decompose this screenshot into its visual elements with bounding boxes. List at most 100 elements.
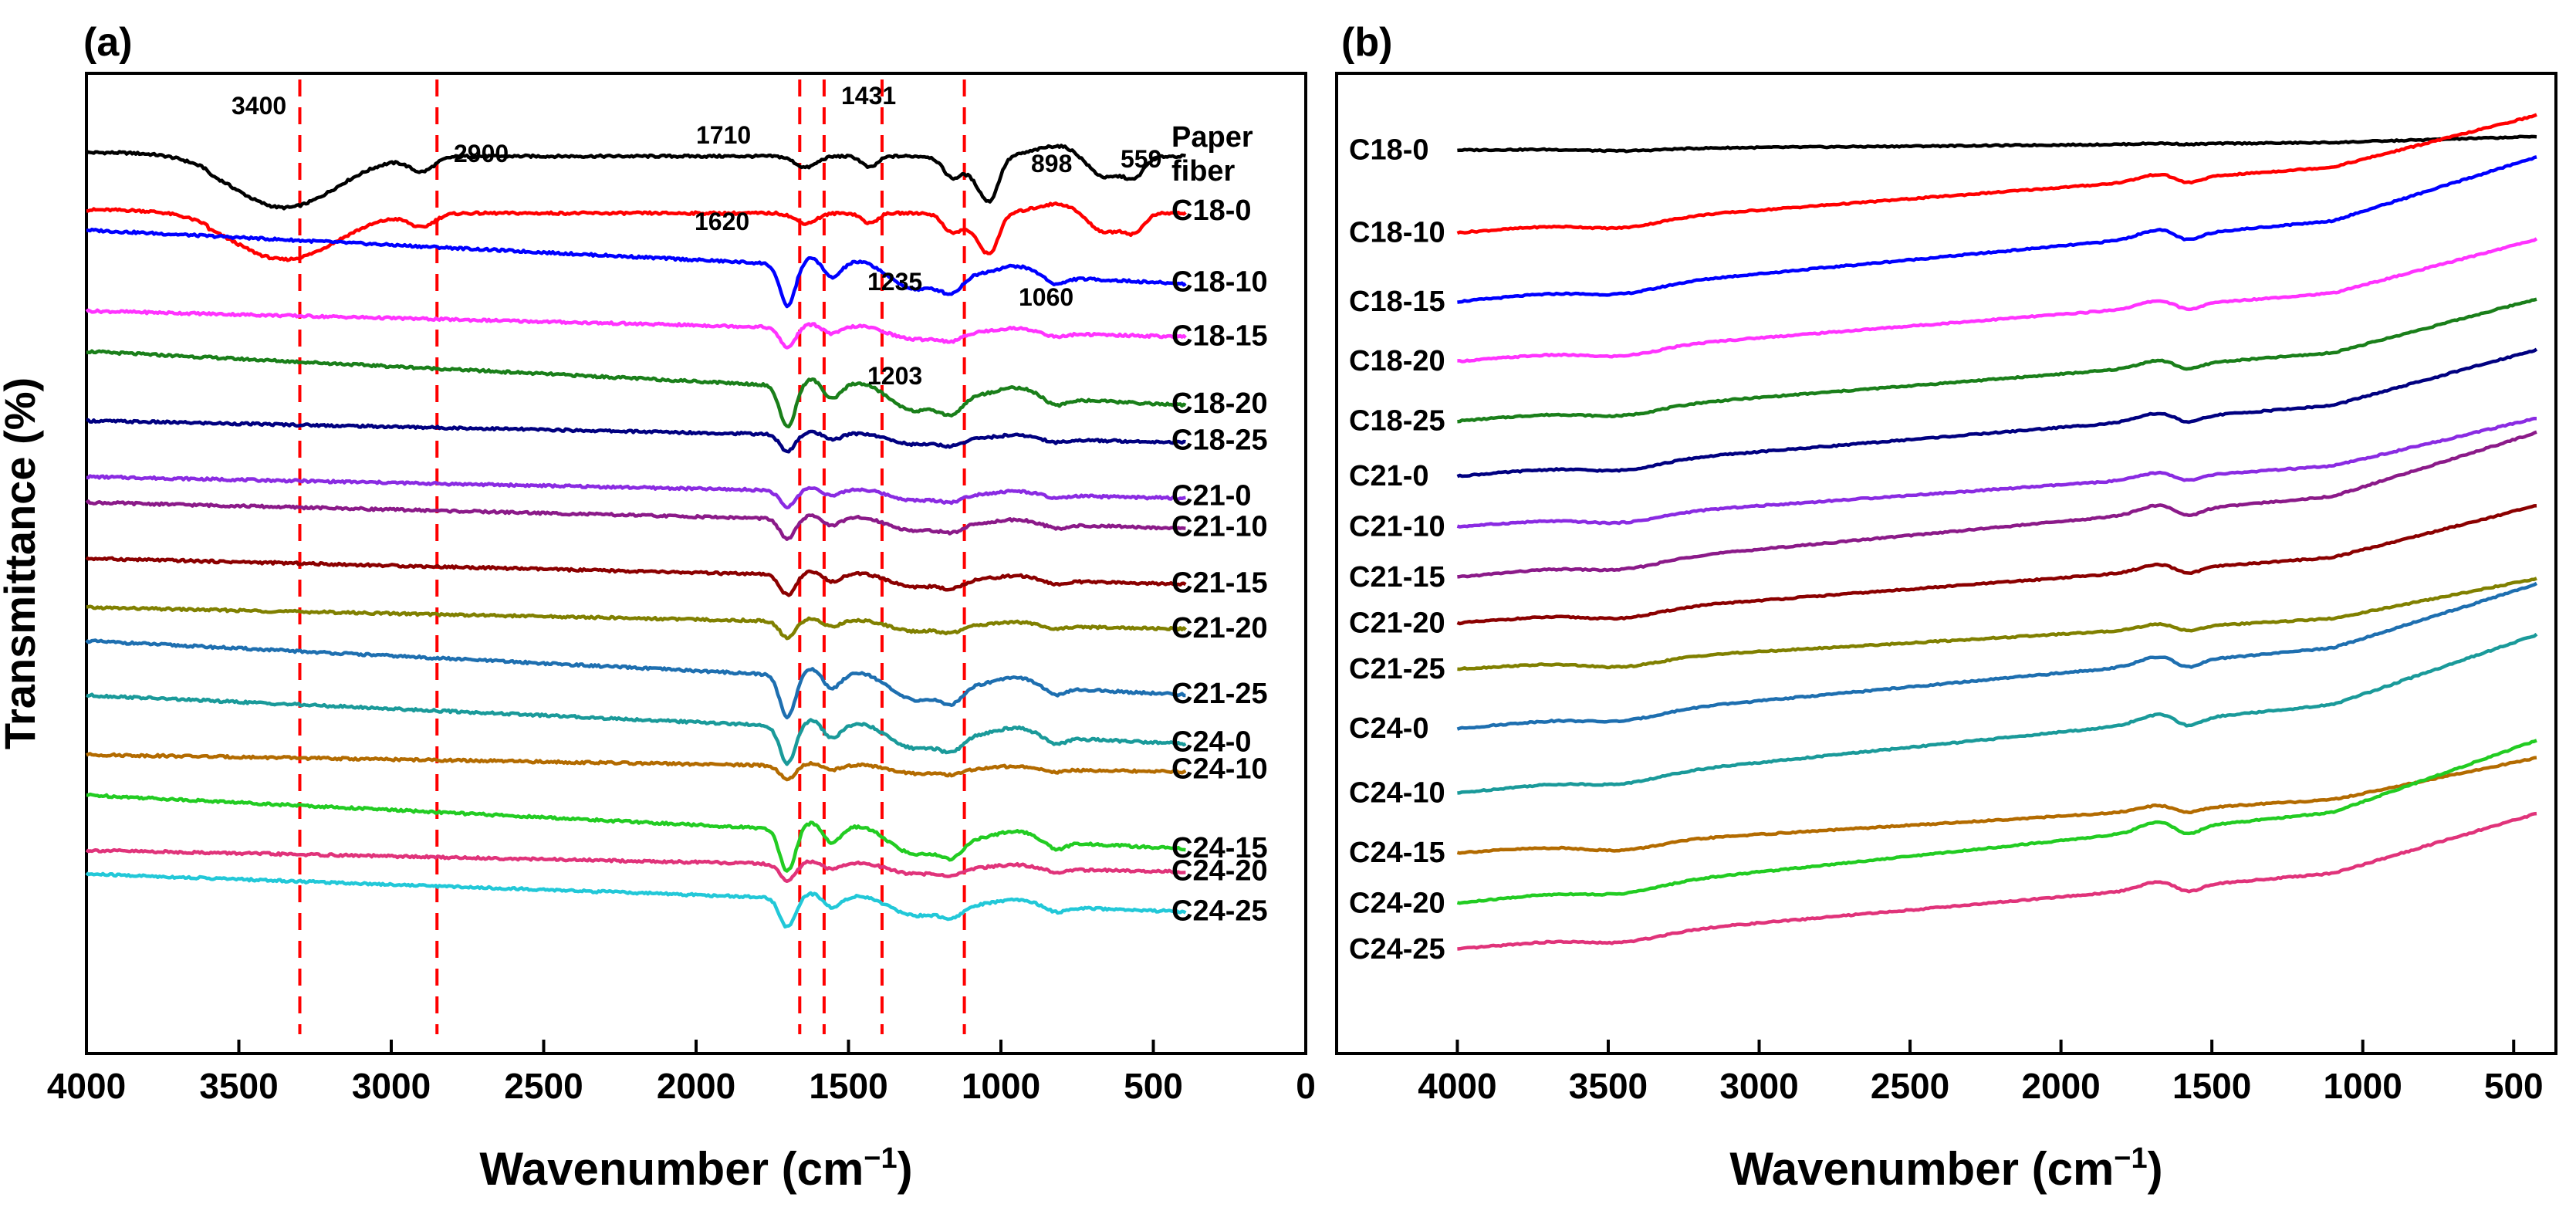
series-line-c24-0 — [86, 692, 1187, 766]
annotation-1203: 1203 — [867, 362, 922, 390]
series-label-c21-25: C21-25 — [1171, 678, 1268, 710]
series-label-paper-fiber-1: fiber — [1171, 155, 1236, 188]
series-label-b-c24-15: C24-15 — [1349, 837, 1445, 869]
x-tick-label-b-2500: 2500 — [1871, 1066, 1949, 1106]
panel-a-x-axis-label: Wavenumber (cm−1) — [479, 1142, 912, 1195]
panel-b-series — [1456, 113, 2538, 951]
annotation-1620: 1620 — [695, 208, 749, 235]
series-label-c18-25: C18-25 — [1171, 424, 1268, 456]
x-tick-label-a-3000: 3000 — [352, 1066, 431, 1106]
series-label-c21-10: C21-10 — [1171, 510, 1268, 543]
series-label-b-c24-10: C24-10 — [1349, 777, 1445, 810]
series-label-b-c21-0: C21-0 — [1349, 460, 1429, 492]
annotation-1060: 1060 — [1019, 283, 1073, 311]
series-label-b-c21-15: C21-15 — [1349, 561, 1445, 594]
panel-b-x-axis-label-close: ) — [2148, 1143, 2163, 1195]
series-label-c24-15: C24-15 — [1171, 832, 1268, 864]
panel-b: (b) C18-0 C18-10 C18-15 C18-20 C18-25 C21-0 C2… — [1335, 20, 2557, 1195]
x-tick-label-b-4000: 4000 — [1418, 1066, 1496, 1106]
series-label-c21-0: C21-0 — [1171, 480, 1252, 512]
series-line-c18-10 — [86, 227, 1187, 309]
series-label-b-c18-0: C18-0 — [1349, 134, 1429, 167]
series-line-b-c18-20 — [1457, 237, 2538, 364]
series-line-c24-10 — [86, 752, 1187, 782]
series-line-c18-0 — [86, 201, 1187, 262]
x-tick-label-b-1500: 1500 — [2172, 1066, 2251, 1106]
x-tick-label-a-1000: 1000 — [962, 1066, 1040, 1106]
series-line-paper-fiber — [85, 144, 1186, 211]
panel-b-x-ticks: 4000 3500 3000 2500 2000 1500 1000 500 — [1418, 1040, 2544, 1106]
panel-a-annotations: 3400 2900 1710 1431 898 559 1620 1235 1060 1203 — [232, 82, 1161, 390]
series-line-b-c21-25 — [1457, 577, 2537, 671]
series-line-b-c18-10 — [1456, 113, 2537, 235]
series-line-b-c24-20 — [1456, 739, 2537, 905]
series-line-b-c21-0 — [1456, 347, 2538, 479]
x-tick-label-b-3000: 3000 — [1719, 1066, 1798, 1106]
series-label-b-c24-0: C24-0 — [1349, 712, 1429, 745]
series-label-b-c24-25: C24-25 — [1349, 933, 1445, 966]
panel-b-x-axis-label-sup: −1 — [2114, 1142, 2147, 1175]
x-tick-label-b-3500: 3500 — [1569, 1066, 1648, 1106]
x-tick-label-a-0: 0 — [1296, 1066, 1316, 1106]
panel-a-x-axis-label-close: ) — [898, 1143, 913, 1195]
series-line-b-c21-20 — [1456, 503, 2537, 626]
annotation-898: 898 — [1031, 150, 1072, 178]
series-line-b-c24-0 — [1456, 581, 2538, 731]
series-label-b-c21-25: C21-25 — [1349, 653, 1445, 685]
series-label-paper-fiber-0: Paper — [1171, 121, 1253, 154]
panel-b-series-labels: C18-0 C18-10 C18-15 C18-20 C18-25 C21-0 C21-10… — [1349, 134, 1445, 966]
series-label-c24-25: C24-25 — [1171, 895, 1268, 928]
panel-a-x-ticks: 4000 3500 3000 2500 2000 1500 1000 500 0 — [47, 1040, 1316, 1106]
series-line-b-c21-10 — [1456, 416, 2537, 529]
series-line-b-c24-15 — [1456, 756, 2537, 855]
series-label-c18-0: C18-0 — [1171, 194, 1252, 227]
series-line-c24-20 — [85, 847, 1186, 884]
annotation-3400: 3400 — [232, 92, 286, 120]
x-tick-label-b-500: 500 — [2484, 1066, 2544, 1106]
series-line-c21-0 — [86, 474, 1186, 510]
series-line-c24-25 — [85, 871, 1187, 929]
series-label-b-c21-10: C21-10 — [1349, 510, 1445, 543]
series-line-b-c24-25 — [1457, 811, 2537, 951]
series-label-b-c18-20: C18-20 — [1349, 345, 1445, 377]
series-label-c24-10: C24-10 — [1171, 753, 1268, 786]
series-line-c18-25 — [86, 418, 1186, 454]
series-label-b-c18-15: C18-15 — [1349, 286, 1445, 318]
series-line-b-c18-25 — [1457, 297, 2537, 424]
x-tick-label-b-2000: 2000 — [2021, 1066, 2100, 1106]
series-line-b-c24-10 — [1457, 632, 2538, 795]
series-line-c21-15 — [85, 556, 1187, 597]
annotation-2900: 2900 — [454, 140, 509, 167]
series-line-c18-15 — [85, 308, 1187, 350]
x-tick-label-a-2500: 2500 — [504, 1066, 583, 1106]
series-line-b-c18-0 — [1457, 134, 2537, 154]
series-label-c21-15: C21-15 — [1171, 567, 1268, 599]
series-label-c21-20: C21-20 — [1171, 612, 1268, 644]
series-label-b-c18-10: C18-10 — [1349, 217, 1445, 249]
series-line-b-c21-15 — [1457, 430, 2537, 579]
series-label-c18-20: C18-20 — [1171, 387, 1268, 420]
series-line-c21-10 — [85, 499, 1186, 541]
series-label-c24-0: C24-0 — [1171, 725, 1252, 758]
panel-b-frame — [1335, 72, 2557, 1055]
series-label-c18-10: C18-10 — [1171, 266, 1268, 298]
annotation-1235: 1235 — [867, 268, 922, 296]
panel-a-x-axis-label-main: Wavenumber (cm — [479, 1143, 864, 1195]
x-tick-label-a-1500: 1500 — [809, 1066, 887, 1106]
series-line-b-c18-15 — [1457, 155, 2537, 304]
series-line-c21-20 — [86, 604, 1187, 641]
x-tick-label-a-500: 500 — [1124, 1066, 1183, 1106]
series-label-c18-15: C18-15 — [1171, 320, 1268, 353]
panel-b-label: (b) — [1341, 20, 1392, 65]
x-tick-label-a-3500: 3500 — [199, 1066, 278, 1106]
panel-b-x-axis-label: Wavenumber (cm−1) — [1729, 1142, 2162, 1195]
series-line-c24-15 — [86, 792, 1186, 873]
panel-a-label: (a) — [83, 20, 133, 65]
series-label-c24-20: C24-20 — [1171, 854, 1268, 887]
annotation-1431: 1431 — [841, 82, 896, 110]
panel-a-y-axis-label: Transmittance (%) — [0, 377, 44, 749]
x-tick-label-b-1000: 1000 — [2324, 1066, 2402, 1106]
